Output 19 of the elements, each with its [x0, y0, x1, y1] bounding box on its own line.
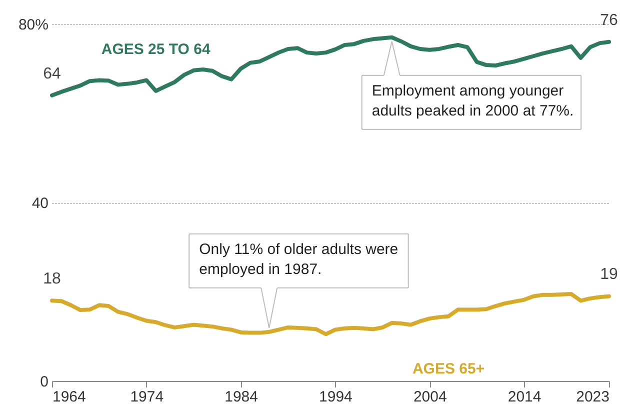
data-label: 64: [43, 65, 61, 82]
x-tick-label: 1974: [130, 388, 164, 406]
x-tick-label: 1964: [52, 388, 86, 406]
line-series: [50, 292, 611, 336]
annotation: Employment among younger adults peaked in 2000 at 77%.: [372, 82, 574, 120]
annotation: Only 11% of older adults were employed in 1987.: [199, 240, 398, 278]
x-tick-label: 1984: [224, 388, 258, 406]
x-tick-label: 2004: [413, 388, 447, 406]
x-tick-label: 2023: [576, 388, 610, 406]
data-label: 18: [43, 270, 61, 288]
data-label: 76: [600, 12, 618, 29]
data-label: 19: [600, 266, 618, 284]
series-label: AGES 25 TO 64: [101, 40, 211, 58]
y-tick-label: 0: [40, 374, 48, 390]
x-tick-label: 1994: [319, 388, 352, 406]
y-tick-label: 40: [32, 195, 48, 212]
y-tick-label: 80%: [18, 16, 48, 34]
text: AGES 65+: [412, 360, 485, 378]
x-tick-label: 2014: [508, 388, 542, 406]
